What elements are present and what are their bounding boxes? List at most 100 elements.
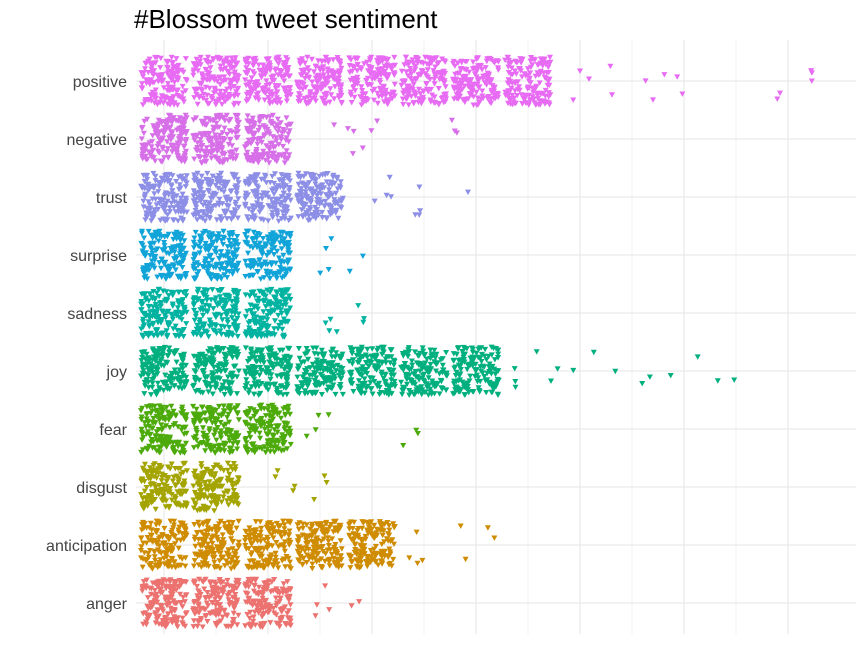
point-marker <box>154 148 161 154</box>
point-marker <box>286 293 292 299</box>
point-marker <box>244 214 251 220</box>
point-marker <box>156 412 163 418</box>
point-marker <box>404 83 411 90</box>
point-marker <box>161 363 167 369</box>
point-marker <box>218 276 225 282</box>
point-marker <box>205 264 212 270</box>
point-marker <box>150 170 157 177</box>
point-marker <box>271 302 278 309</box>
point-marker <box>475 354 482 361</box>
point-marker <box>180 461 187 467</box>
point-marker <box>375 73 381 79</box>
point-marker <box>233 135 240 141</box>
point-marker <box>177 231 184 237</box>
point-marker <box>214 375 221 381</box>
point-marker <box>307 365 314 371</box>
point-marker <box>201 264 208 271</box>
point-marker <box>178 67 185 73</box>
point-marker <box>156 196 163 203</box>
point-marker <box>320 72 327 78</box>
point-marker <box>274 411 281 418</box>
point-marker <box>196 415 203 422</box>
point-marker <box>328 92 335 98</box>
point-marker <box>181 154 188 160</box>
point-marker <box>260 309 267 315</box>
point-marker <box>219 136 226 142</box>
point-marker <box>269 307 276 313</box>
point-marker <box>149 196 156 202</box>
point-marker <box>268 353 275 359</box>
point-marker <box>223 268 230 275</box>
point-marker <box>311 69 317 75</box>
point-marker <box>495 392 501 398</box>
point-marker <box>181 238 188 244</box>
point-marker <box>321 203 328 210</box>
point-marker <box>234 176 241 183</box>
point-marker <box>272 381 279 387</box>
point-marker <box>225 255 232 262</box>
point-marker <box>286 188 293 194</box>
point-marker <box>172 413 179 419</box>
cluster-trust <box>294 170 346 224</box>
point-marker <box>243 60 249 66</box>
point-marker <box>267 382 274 388</box>
point-marker <box>267 180 274 186</box>
point-marker <box>519 74 525 80</box>
point-marker <box>431 347 438 354</box>
cluster-fear <box>190 403 242 456</box>
point-marker <box>152 389 159 396</box>
point-marker <box>315 366 322 372</box>
point-marker <box>351 79 357 85</box>
point-marker <box>440 100 447 106</box>
point-marker <box>259 196 266 202</box>
point-marker <box>169 478 176 484</box>
point-marker <box>153 429 160 435</box>
point-marker <box>427 361 434 368</box>
point-marker <box>139 81 145 87</box>
point-marker <box>387 64 394 70</box>
point-marker <box>410 60 417 66</box>
point-marker <box>143 404 150 410</box>
point-marker <box>452 387 459 393</box>
point-marker <box>204 246 211 253</box>
point-marker <box>281 174 288 180</box>
point-marker <box>204 206 211 213</box>
point-marker <box>253 172 260 178</box>
point-marker <box>465 96 472 102</box>
point-marker <box>159 471 166 477</box>
point-marker <box>350 389 357 395</box>
point-marker <box>182 56 189 62</box>
point-marker <box>149 403 156 410</box>
point-marker <box>248 384 255 390</box>
point-marker <box>256 116 263 122</box>
point-marker <box>545 94 552 100</box>
point-marker <box>195 364 202 370</box>
point-marker <box>183 293 190 299</box>
point-marker <box>215 147 222 153</box>
point-marker <box>266 204 273 211</box>
point-marker <box>179 90 186 96</box>
point-marker <box>269 78 276 84</box>
point-marker <box>162 246 169 252</box>
point-marker <box>364 346 371 353</box>
point-marker <box>275 218 282 224</box>
point-marker <box>361 61 368 67</box>
point-marker <box>214 137 220 144</box>
point-marker <box>333 368 340 374</box>
point-marker <box>452 71 459 78</box>
point-marker <box>253 418 260 425</box>
point-marker <box>254 137 261 143</box>
point-marker <box>272 171 278 177</box>
point-marker <box>230 441 236 447</box>
point-marker <box>302 84 309 91</box>
point-marker <box>141 391 148 397</box>
point-marker <box>232 55 239 61</box>
point-marker <box>282 195 289 201</box>
point-marker <box>222 65 229 71</box>
point-marker <box>731 377 738 383</box>
point-marker <box>197 155 204 161</box>
point-marker <box>359 145 366 151</box>
point-marker <box>211 416 218 422</box>
point-marker <box>221 180 228 186</box>
point-marker <box>199 209 206 215</box>
